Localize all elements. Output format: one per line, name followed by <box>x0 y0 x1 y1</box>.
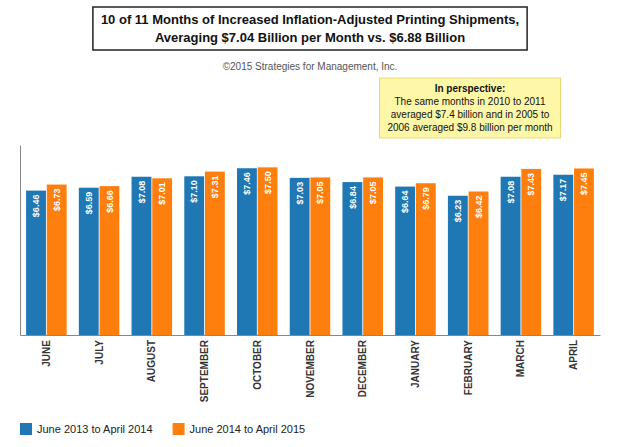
bar <box>501 177 521 335</box>
x-tick-label: AUGUST <box>146 340 157 382</box>
bar <box>26 191 46 335</box>
bar <box>521 169 541 335</box>
x-tick: JANUARY <box>410 340 421 388</box>
x-tick-label: OCTOBER <box>252 339 263 390</box>
title: 10 of 11 Months of Increased Inflation-A… <box>101 12 519 45</box>
data-label: $7.50 <box>263 171 273 194</box>
x-tick: FEBRUARY <box>463 340 474 396</box>
data-label: $6.42 <box>474 195 484 218</box>
data-label: $6.23 <box>453 200 463 223</box>
title-box <box>93 7 527 50</box>
data-label: $6.79 <box>421 187 431 210</box>
data-label: $7.45 <box>579 172 589 195</box>
data-label: $6.46 <box>31 195 41 218</box>
x-tick-label: JULY <box>94 340 105 365</box>
bar <box>47 185 67 335</box>
x-tick: SEPTEMBER <box>199 339 210 402</box>
bar <box>132 177 152 335</box>
bar <box>574 168 594 335</box>
x-axis: JUNE JULY AUGUST SEPTEMBER OCTOBER NOVEMBER DE… <box>21 336 601 403</box>
annotation-title: In perspective: <box>435 83 506 94</box>
x-tick-label: JUNE <box>41 340 52 367</box>
x-tick-label: JANUARY <box>410 340 421 388</box>
y-axis <box>20 146 21 336</box>
data-label: $6.73 <box>52 189 62 212</box>
x-tick: DECEMBER <box>357 339 368 397</box>
bar <box>553 175 573 335</box>
bar <box>290 178 310 335</box>
data-label: $7.10 <box>189 180 199 203</box>
data-label: $7.46 <box>242 172 252 195</box>
data-label: $7.03 <box>295 182 305 205</box>
x-tick: APRIL <box>568 340 579 370</box>
x-tick-label: DECEMBER <box>357 339 368 397</box>
series-bars <box>47 167 594 335</box>
legend-label: June 2013 to April 2014 <box>37 423 153 435</box>
bars <box>26 167 594 335</box>
bar <box>100 186 120 335</box>
x-tick: MARCH <box>515 340 526 377</box>
bar <box>184 176 204 335</box>
title-line: 10 of 11 Months of Increased Inflation-A… <box>101 12 519 27</box>
bar <box>363 177 383 335</box>
bar <box>416 183 436 335</box>
data-label: $6.66 <box>105 190 115 213</box>
annotation: In perspective: The same months in 2010 t… <box>379 78 560 138</box>
x-tick: AUGUST <box>146 340 157 382</box>
data-label: $7.08 <box>506 181 516 204</box>
data-label: $6.84 <box>348 186 358 209</box>
x-tick: OCTOBER <box>252 339 263 390</box>
bar <box>342 182 362 335</box>
title-line: Averaging $7.04 Billion per Month vs. $6… <box>155 30 465 45</box>
data-label: $7.43 <box>526 173 536 196</box>
bar <box>469 191 489 335</box>
legend-item: June 2014 to April 2015 <box>173 423 306 435</box>
chart: 10 of 11 Months of Increased Inflation-A… <box>0 0 620 447</box>
subtitle: ©2015 Strategies for Management, Inc. <box>223 61 398 72</box>
y-axis-line <box>20 146 21 336</box>
x-tick: NOVEMBER <box>305 339 316 398</box>
x-tick-label: APRIL <box>568 340 579 370</box>
data-labels: $6.46 $6.59 $7.08 $7.10 $7.46 $7.03 $6.84 $6.64… <box>31 171 589 222</box>
bar <box>448 196 468 335</box>
annotation-box <box>379 78 560 138</box>
legend-swatch <box>173 423 185 435</box>
data-label: $7.08 <box>137 181 147 204</box>
annotation-line: averaged $7.4 billion and in 2005 to <box>391 109 550 120</box>
x-axis-line <box>21 335 601 336</box>
annotation-line: 2006 averaged $9.8 billion per month <box>387 122 552 133</box>
bar <box>237 168 257 335</box>
bar <box>258 167 278 335</box>
bar <box>79 188 99 335</box>
bar <box>395 187 415 335</box>
data-label: $7.01 <box>157 182 167 205</box>
title-group: 10 of 11 Months of Increased Inflation-A… <box>93 7 527 50</box>
data-label: $7.05 <box>368 181 378 204</box>
data-label: $6.64 <box>400 191 410 214</box>
bar <box>205 172 225 335</box>
legend-label: June 2014 to April 2015 <box>190 423 306 435</box>
data-label: $7.05 <box>315 181 325 204</box>
data-label: $7.17 <box>558 179 568 202</box>
legend: June 2013 to April 2014 June 2014 to Apri… <box>20 423 305 435</box>
bar <box>152 178 172 335</box>
x-tick-label: NOVEMBER <box>305 339 316 398</box>
bar <box>310 177 330 335</box>
legend-swatch <box>20 423 32 435</box>
x-tick-label: MARCH <box>515 340 526 377</box>
x-tick-label: SEPTEMBER <box>199 339 210 402</box>
legend-item: June 2013 to April 2014 <box>20 423 153 435</box>
series-bars <box>26 168 573 335</box>
annotation-line: The same months in 2010 to 2011 <box>394 96 545 107</box>
data-label: $6.59 <box>84 192 94 215</box>
x-tick-label: FEBRUARY <box>463 340 474 396</box>
data-label: $7.31 <box>210 176 220 199</box>
x-tick: JUNE <box>41 340 52 367</box>
x-tick: JULY <box>94 340 105 365</box>
annotation-text: The same months in 2010 to 2011 averaged … <box>387 96 552 133</box>
